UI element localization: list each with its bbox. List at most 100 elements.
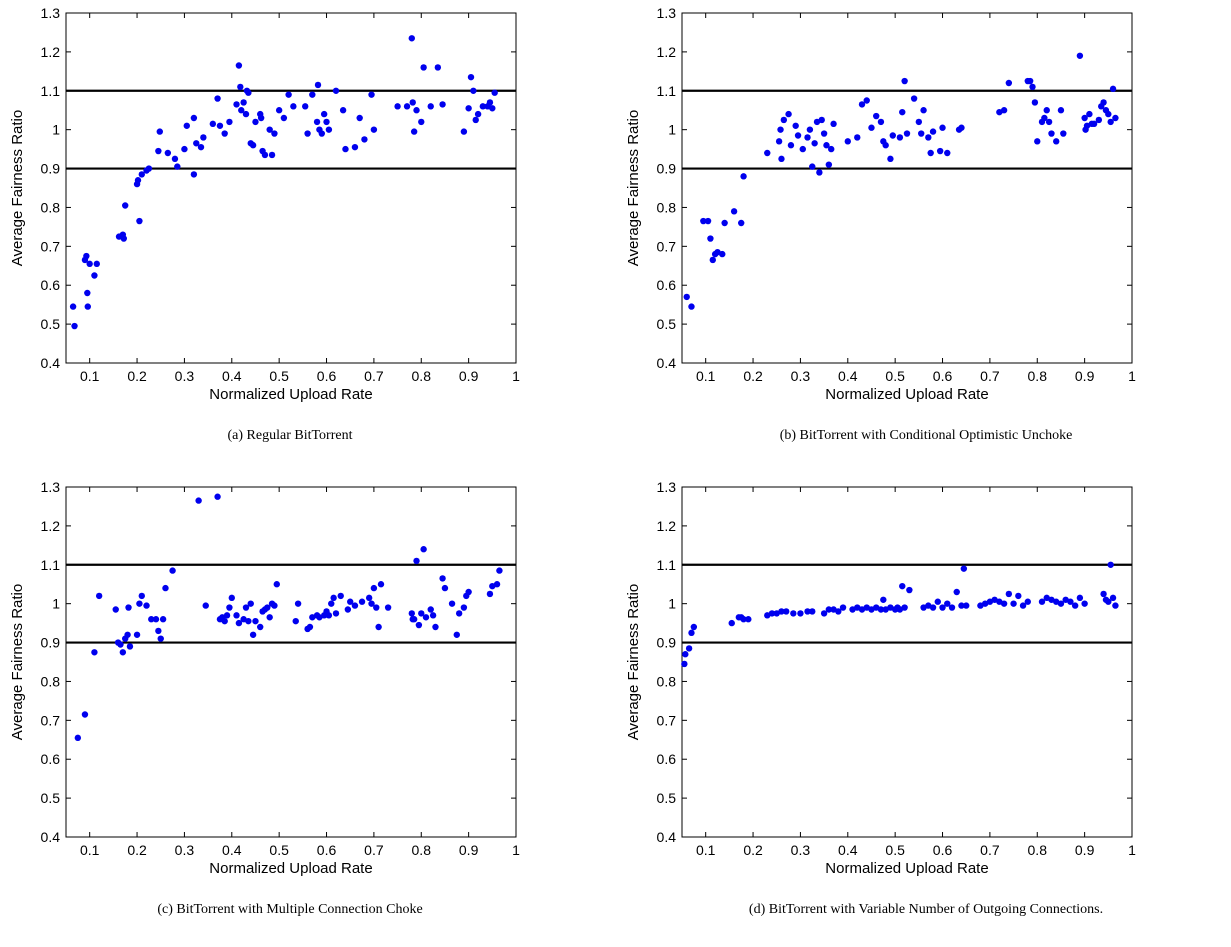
data-point <box>418 610 425 617</box>
data-point <box>439 101 446 108</box>
data-point <box>155 627 162 635</box>
data-point <box>247 600 254 607</box>
data-point <box>240 99 247 106</box>
data-point <box>133 631 141 638</box>
data-point <box>368 600 375 607</box>
data-point <box>358 598 366 605</box>
data-point <box>266 126 273 133</box>
chart-panel-d: 0.1 0.2 0.3 0.4 0.5 0.6 0.7 0.8 0.9 1 0.4 0.5 0.6 0.7… <box>616 474 1231 947</box>
x-tick-label: 0.6 <box>317 842 337 858</box>
y-tick-label: 0.7 <box>41 238 61 254</box>
data-point <box>238 107 245 114</box>
data-point <box>489 105 496 112</box>
data-point <box>790 610 797 617</box>
x-tick-label: 1 <box>512 368 520 384</box>
data-point <box>474 110 482 118</box>
data-point <box>809 163 816 170</box>
data-point <box>159 616 167 623</box>
data-point <box>344 606 352 613</box>
data-point <box>820 610 828 617</box>
data-point <box>427 606 434 613</box>
x-axis-label: Normalized Upload Rate <box>825 860 988 877</box>
x-tick-label: 0.6 <box>933 368 953 384</box>
data-point <box>778 155 785 163</box>
y-tick-label: 1.2 <box>41 518 61 534</box>
x-tick-label: 0.5 <box>269 368 289 384</box>
data-point <box>681 660 688 668</box>
data-point <box>420 546 427 553</box>
chart-panel-b: 0.1 0.2 0.3 0.4 0.5 0.6 0.7 0.8 0.9 1 0.4 0.5 0.6 0.7… <box>616 0 1231 473</box>
x-tick-label: 0.4 <box>222 842 242 858</box>
data-point <box>1112 114 1119 122</box>
data-point <box>223 612 231 619</box>
y-tick-label: 1.1 <box>657 83 677 99</box>
y-tick-label: 1.1 <box>41 83 61 99</box>
data-point <box>320 110 328 118</box>
data-point <box>1005 590 1013 598</box>
data-point <box>245 617 252 625</box>
data-point <box>939 124 946 131</box>
data-point <box>1057 107 1065 114</box>
data-point <box>1109 594 1117 602</box>
data-point <box>200 134 207 141</box>
data-point <box>1015 592 1022 600</box>
data-point <box>195 497 202 504</box>
y-tick-label: 0.5 <box>657 316 677 332</box>
data-point <box>783 608 790 615</box>
data-point <box>785 110 792 118</box>
data-point <box>95 592 103 600</box>
y-tick-label: 0.7 <box>657 238 677 254</box>
chart-panel-a: 0.1 0.2 0.3 0.4 0.5 0.6 0.7 0.8 0.9 1 0.4 0.5 0.6 0.7… <box>0 0 615 473</box>
x-tick-label: 0.5 <box>885 368 905 384</box>
data-point <box>1081 600 1088 607</box>
data-point <box>242 110 250 118</box>
data-point <box>323 118 330 126</box>
data-point <box>292 617 299 625</box>
chart-panel-c: 0.1 0.2 0.3 0.4 0.5 0.6 0.7 0.8 0.9 1 0.4 0.5 0.6 0.7… <box>0 474 615 947</box>
data-point <box>84 303 91 310</box>
data-point <box>953 588 960 596</box>
y-tick-label: 0.6 <box>657 277 677 293</box>
data-point <box>745 616 752 623</box>
data-point <box>877 606 885 613</box>
data-point <box>83 252 90 260</box>
data-point <box>190 171 198 178</box>
x-tick-label: 0.7 <box>980 842 1000 858</box>
data-point <box>683 293 690 301</box>
data-point <box>356 114 363 122</box>
data-point <box>304 130 311 137</box>
data-point <box>134 177 142 184</box>
x-tick-label: 0.2 <box>743 368 763 384</box>
x-tick-label: 0.7 <box>364 842 384 858</box>
data-point <box>313 118 321 126</box>
y-tick-label: 1.3 <box>657 5 677 21</box>
data-point <box>1107 561 1114 568</box>
x-tick-label: 0.3 <box>175 842 195 858</box>
data-point <box>156 128 163 135</box>
data-point <box>261 151 269 159</box>
data-point <box>486 590 494 598</box>
data-point <box>1000 107 1008 114</box>
data-point <box>124 631 131 638</box>
data-point <box>361 136 368 143</box>
data-point <box>226 118 233 126</box>
x-tick-label: 0.4 <box>838 368 858 384</box>
y-axis-label: Average Fairness Ratio <box>9 584 26 740</box>
x-tick-label: 0.8 <box>1028 368 1048 384</box>
y-tick-label: 0.9 <box>657 161 677 177</box>
data-point <box>470 87 477 94</box>
data-point <box>868 124 875 131</box>
data-point <box>233 612 240 619</box>
data-point <box>418 118 425 126</box>
data-point <box>709 256 716 264</box>
data-point <box>235 62 243 69</box>
data-point <box>915 118 923 126</box>
data-point <box>394 103 401 110</box>
data-point <box>465 105 472 112</box>
y-tick-label: 1.2 <box>41 44 61 60</box>
x-tick-label: 0.8 <box>412 368 432 384</box>
data-point <box>290 103 297 110</box>
y-tick-label: 0.5 <box>657 790 677 806</box>
data-point <box>486 99 494 106</box>
data-point <box>152 616 160 623</box>
